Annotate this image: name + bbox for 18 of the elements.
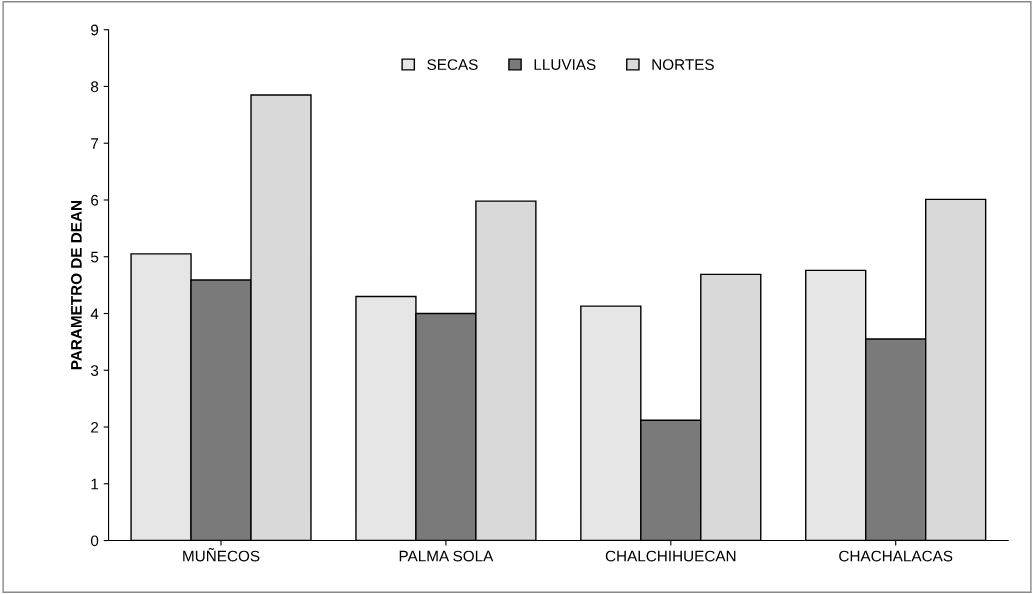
y-tick-label: 4 [90,308,99,320]
y-tick-label: 3 [90,365,99,376]
y-tick-label: 1 [91,478,99,490]
y-axis-title: PARAMETRO DE DEAN [70,200,82,370]
y-tick-label: 5 [90,251,99,263]
y-tick-label: 9 [91,24,99,36]
x-tick-label: CHACHALACAS [839,550,953,562]
y-tick-label: 7 [91,138,99,149]
y-tick-label: 0 [90,535,99,547]
x-tick-label: MUÑECOS [183,547,260,562]
legend-label: LLUVIAS [534,59,596,70]
x-tick-label: PALMA SOLA [399,550,494,562]
y-tick-label: 6 [91,194,99,206]
y-tick-label: 8 [91,81,99,93]
y-tick-label: 2 [91,421,99,433]
legend-label: NORTES [652,59,714,70]
legend-label: SECAS [427,59,478,70]
x-tick-label: CHALCHIHUECAN [605,550,736,562]
